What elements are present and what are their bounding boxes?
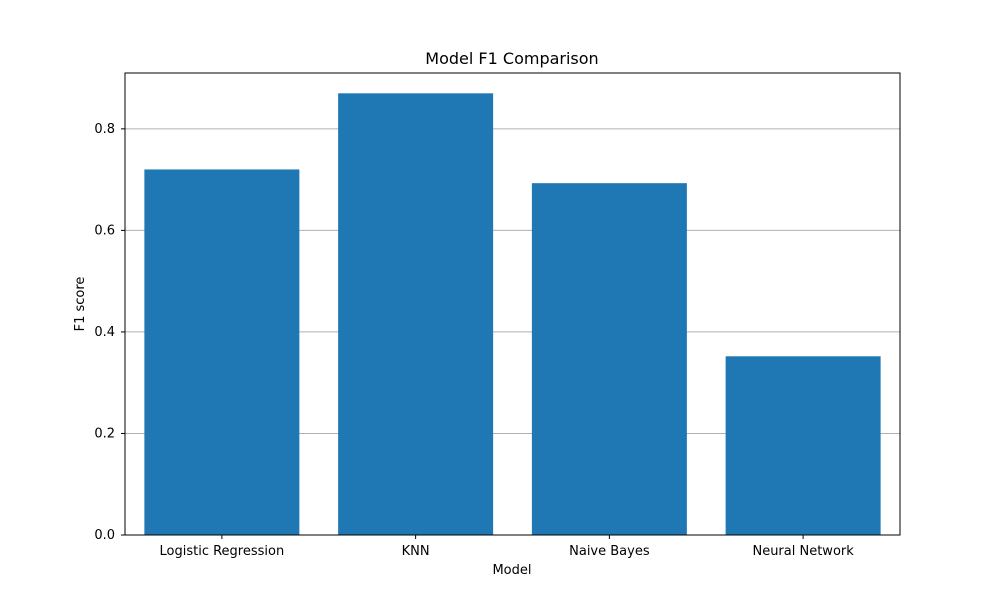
y-axis: 0.0 0.2 0.4 0.6 0.8 <box>94 122 125 543</box>
y-tick-label: 0.8 <box>94 122 115 137</box>
y-tick-label: 0.4 <box>94 325 115 340</box>
bar <box>725 356 881 535</box>
bar <box>338 93 494 536</box>
x-axis-label: Model <box>492 563 531 578</box>
x-tick-label: Naive Bayes <box>569 544 650 559</box>
y-tick-label: 0.0 <box>94 528 115 543</box>
y-axis-label: F1 score <box>73 277 88 332</box>
x-tick-label: KNN <box>402 544 430 559</box>
x-axis: Logistic Regression KNN Naive Bayes Neural … <box>160 535 854 559</box>
bar <box>531 183 687 535</box>
plot-frame <box>124 72 901 536</box>
chart-title: Model F1 Comparison <box>425 49 598 68</box>
y-tick-label: 0.6 <box>94 223 115 238</box>
x-tick-label: Neural Network <box>752 544 854 559</box>
bar <box>144 169 300 535</box>
x-tick-label: Logistic Regression <box>160 544 285 559</box>
y-tick-label: 0.2 <box>94 426 115 441</box>
bars <box>144 93 881 536</box>
